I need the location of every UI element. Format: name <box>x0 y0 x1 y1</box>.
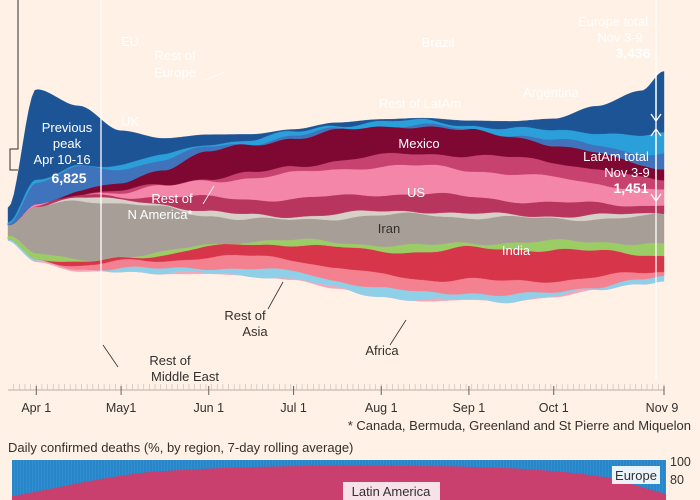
x-tick-label-oct-1: Oct 1 <box>539 401 569 415</box>
share-area-latin-america <box>12 465 666 500</box>
series-label-rest-of-n-america-1: Rest of <box>151 191 193 206</box>
footnote: * Canada, Bermuda, Greenland and St Pier… <box>348 418 691 433</box>
annotation-previous-peak-1: Previous <box>42 120 93 135</box>
series-label-argentina: Argentina <box>523 85 579 100</box>
series-label-rest-of-europe-2: Europe <box>154 65 196 80</box>
x-axis: Apr 1 May1 Jun 1 Jul 1 Aug 1 Sep 1 Oct 1 Nov 9 <box>8 384 678 415</box>
annotation-previous-peak-3: Apr 10-16 <box>33 152 90 167</box>
annotation-europe-total-1: Europe total <box>578 14 648 29</box>
series-label-rest-of-n-america-2: N America* <box>127 207 192 222</box>
x-tick-label-nov-9: Nov 9 <box>646 401 679 415</box>
annotation-previous-peak-value: 6,825 <box>51 170 86 186</box>
annotation-latam-total-2: Nov 3-9 <box>604 165 650 180</box>
series-label-rest-of-middle-east-2: Middle East <box>151 369 219 384</box>
share-label-box-latin-america <box>343 482 440 500</box>
annotation-previous-peak-2: peak <box>53 136 82 151</box>
series-label-india: India <box>502 243 531 258</box>
europe-total-arrow <box>650 62 662 123</box>
annotation-latam-total-1: LatAm total <box>583 149 649 164</box>
share-label-europe: Europe <box>615 468 657 483</box>
chart-title-deaths-share: Daily confirmed deaths (%, by region, 7-… <box>8 440 353 455</box>
x-tick-label-apr-1: Apr 1 <box>21 401 51 415</box>
series-label-iran: Iran <box>378 221 400 236</box>
leader-line <box>202 185 215 205</box>
area-eu <box>7 71 665 223</box>
area-series-group <box>7 71 665 304</box>
series-label-eu: EU <box>121 34 139 49</box>
x-tick-label-jun-1: Jun 1 <box>193 401 224 415</box>
series-label-us: US <box>407 185 425 200</box>
annotation-europe-total-2: Nov 3-9 <box>597 30 643 45</box>
series-label-rest-of-asia-2: Asia <box>242 324 268 339</box>
series-label-rest-of-latam: Rest of LatAm <box>379 96 461 111</box>
peak-marker-line <box>9 0 662 380</box>
x-tick-label-sep-1: Sep 1 <box>453 401 486 415</box>
series-label-africa: Africa <box>365 343 399 358</box>
x-tick-label-may1: May1 <box>106 401 137 415</box>
previous-peak-bracket <box>9 0 19 171</box>
x-tick-label-jul-1: Jul 1 <box>280 401 306 415</box>
latam-total-arrow <box>650 127 662 203</box>
annotation-latam-total-value: 1,451 <box>613 180 648 196</box>
share-ytick-100: 100 <box>670 455 691 469</box>
leader-line <box>102 344 119 368</box>
leader-line <box>389 319 407 346</box>
annotation-europe-total-value: 3,436 <box>615 45 650 61</box>
series-label-uk: UK <box>121 114 139 129</box>
series-label-rest-of-asia-1: Rest of <box>224 308 266 323</box>
leader-line <box>267 281 284 310</box>
series-label-rest-of-europe-1: Rest of <box>154 48 196 63</box>
share-label-box-europe <box>612 466 660 484</box>
series-label-brazil: Brazil <box>422 35 455 50</box>
share-chart: Latin America Europe 100 80 <box>12 455 691 500</box>
share-label-latin-america: Latin America <box>352 484 432 499</box>
share-ytick-80: 80 <box>670 473 684 487</box>
leader-line <box>204 71 226 81</box>
x-tick-label-aug-1: Aug 1 <box>365 401 398 415</box>
series-label-rest-of-middle-east-1: Rest of <box>149 353 191 368</box>
series-label-mexico: Mexico <box>398 136 439 151</box>
